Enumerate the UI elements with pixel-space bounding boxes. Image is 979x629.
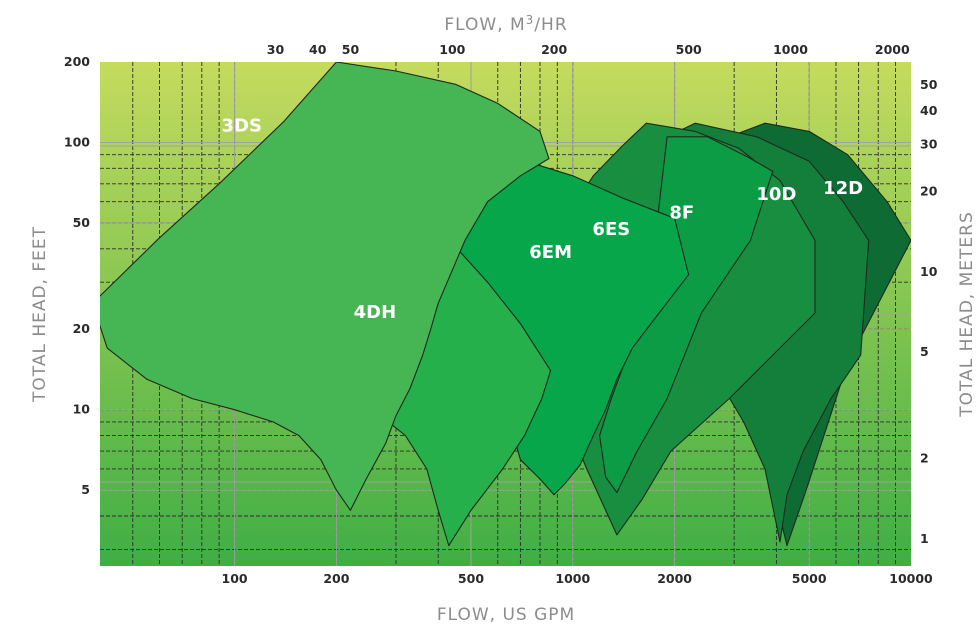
y-tick-right: 5	[920, 344, 929, 359]
region-label-3ds: 3DS	[222, 115, 262, 136]
region-label-4dh: 4DH	[354, 302, 397, 323]
coverage-regions	[100, 62, 911, 547]
axis-ticks: 100 200 500 1000 2000 5000 10000 30 40 50 100 200 50…	[64, 42, 938, 586]
top-axis-title-sup: 3	[526, 13, 535, 27]
x-tick-top: 2000	[875, 42, 910, 57]
region-label-6es: 6ES	[592, 219, 630, 240]
x-tick-top: 40	[309, 42, 327, 57]
x-tick-top: 30	[267, 42, 285, 57]
y-tick-right: 10	[920, 264, 938, 279]
x-tick-bottom: 5000	[792, 571, 827, 586]
top-axis-title-base: FLOW, M	[444, 15, 525, 35]
y-tick-right: 1	[920, 531, 929, 546]
region-label-10d: 10D	[756, 184, 796, 205]
y-tick-left: 20	[73, 321, 91, 336]
x-tick-bottom: 1000	[555, 571, 590, 586]
region-labels: 3DS 4DH 6EM 6ES 8F 10D 12D	[222, 115, 864, 323]
y-tick-left: 200	[64, 54, 90, 69]
y-tick-left: 50	[73, 215, 91, 230]
y-tick-left: 100	[64, 134, 90, 149]
y-tick-right: 20	[920, 183, 938, 198]
left-axis-title: TOTAL HEAD, FEET	[30, 226, 50, 403]
y-tick-right: 30	[920, 136, 938, 151]
x-tick-top: 200	[541, 42, 567, 57]
region-3ds	[100, 62, 550, 511]
top-axis-title: FLOW, M3/HR	[444, 13, 567, 35]
x-tick-top: 100	[439, 42, 465, 57]
y-tick-right: 2	[920, 451, 929, 466]
top-axis-title-tail: /HR	[534, 15, 567, 35]
x-tick-bottom: 100	[222, 571, 248, 586]
x-tick-top: 1000	[773, 42, 808, 57]
bottom-axis-title: FLOW, US GPM	[437, 605, 575, 625]
x-tick-bottom: 2000	[657, 571, 692, 586]
x-tick-bottom: 200	[323, 571, 349, 586]
x-tick-bottom: 500	[458, 571, 484, 586]
region-label-8f: 8F	[669, 202, 694, 223]
right-axis-title: TOTAL HEAD, METERS	[957, 211, 977, 418]
x-tick-top: 50	[342, 42, 360, 57]
region-label-6em: 6EM	[529, 242, 572, 263]
y-tick-left: 5	[81, 482, 90, 497]
y-tick-left: 10	[73, 402, 91, 417]
region-label-12d: 12D	[823, 178, 863, 199]
x-tick-bottom: 10000	[889, 571, 933, 586]
y-tick-right: 50	[920, 77, 938, 92]
y-tick-right: 40	[920, 103, 938, 118]
x-tick-top: 500	[676, 42, 702, 57]
